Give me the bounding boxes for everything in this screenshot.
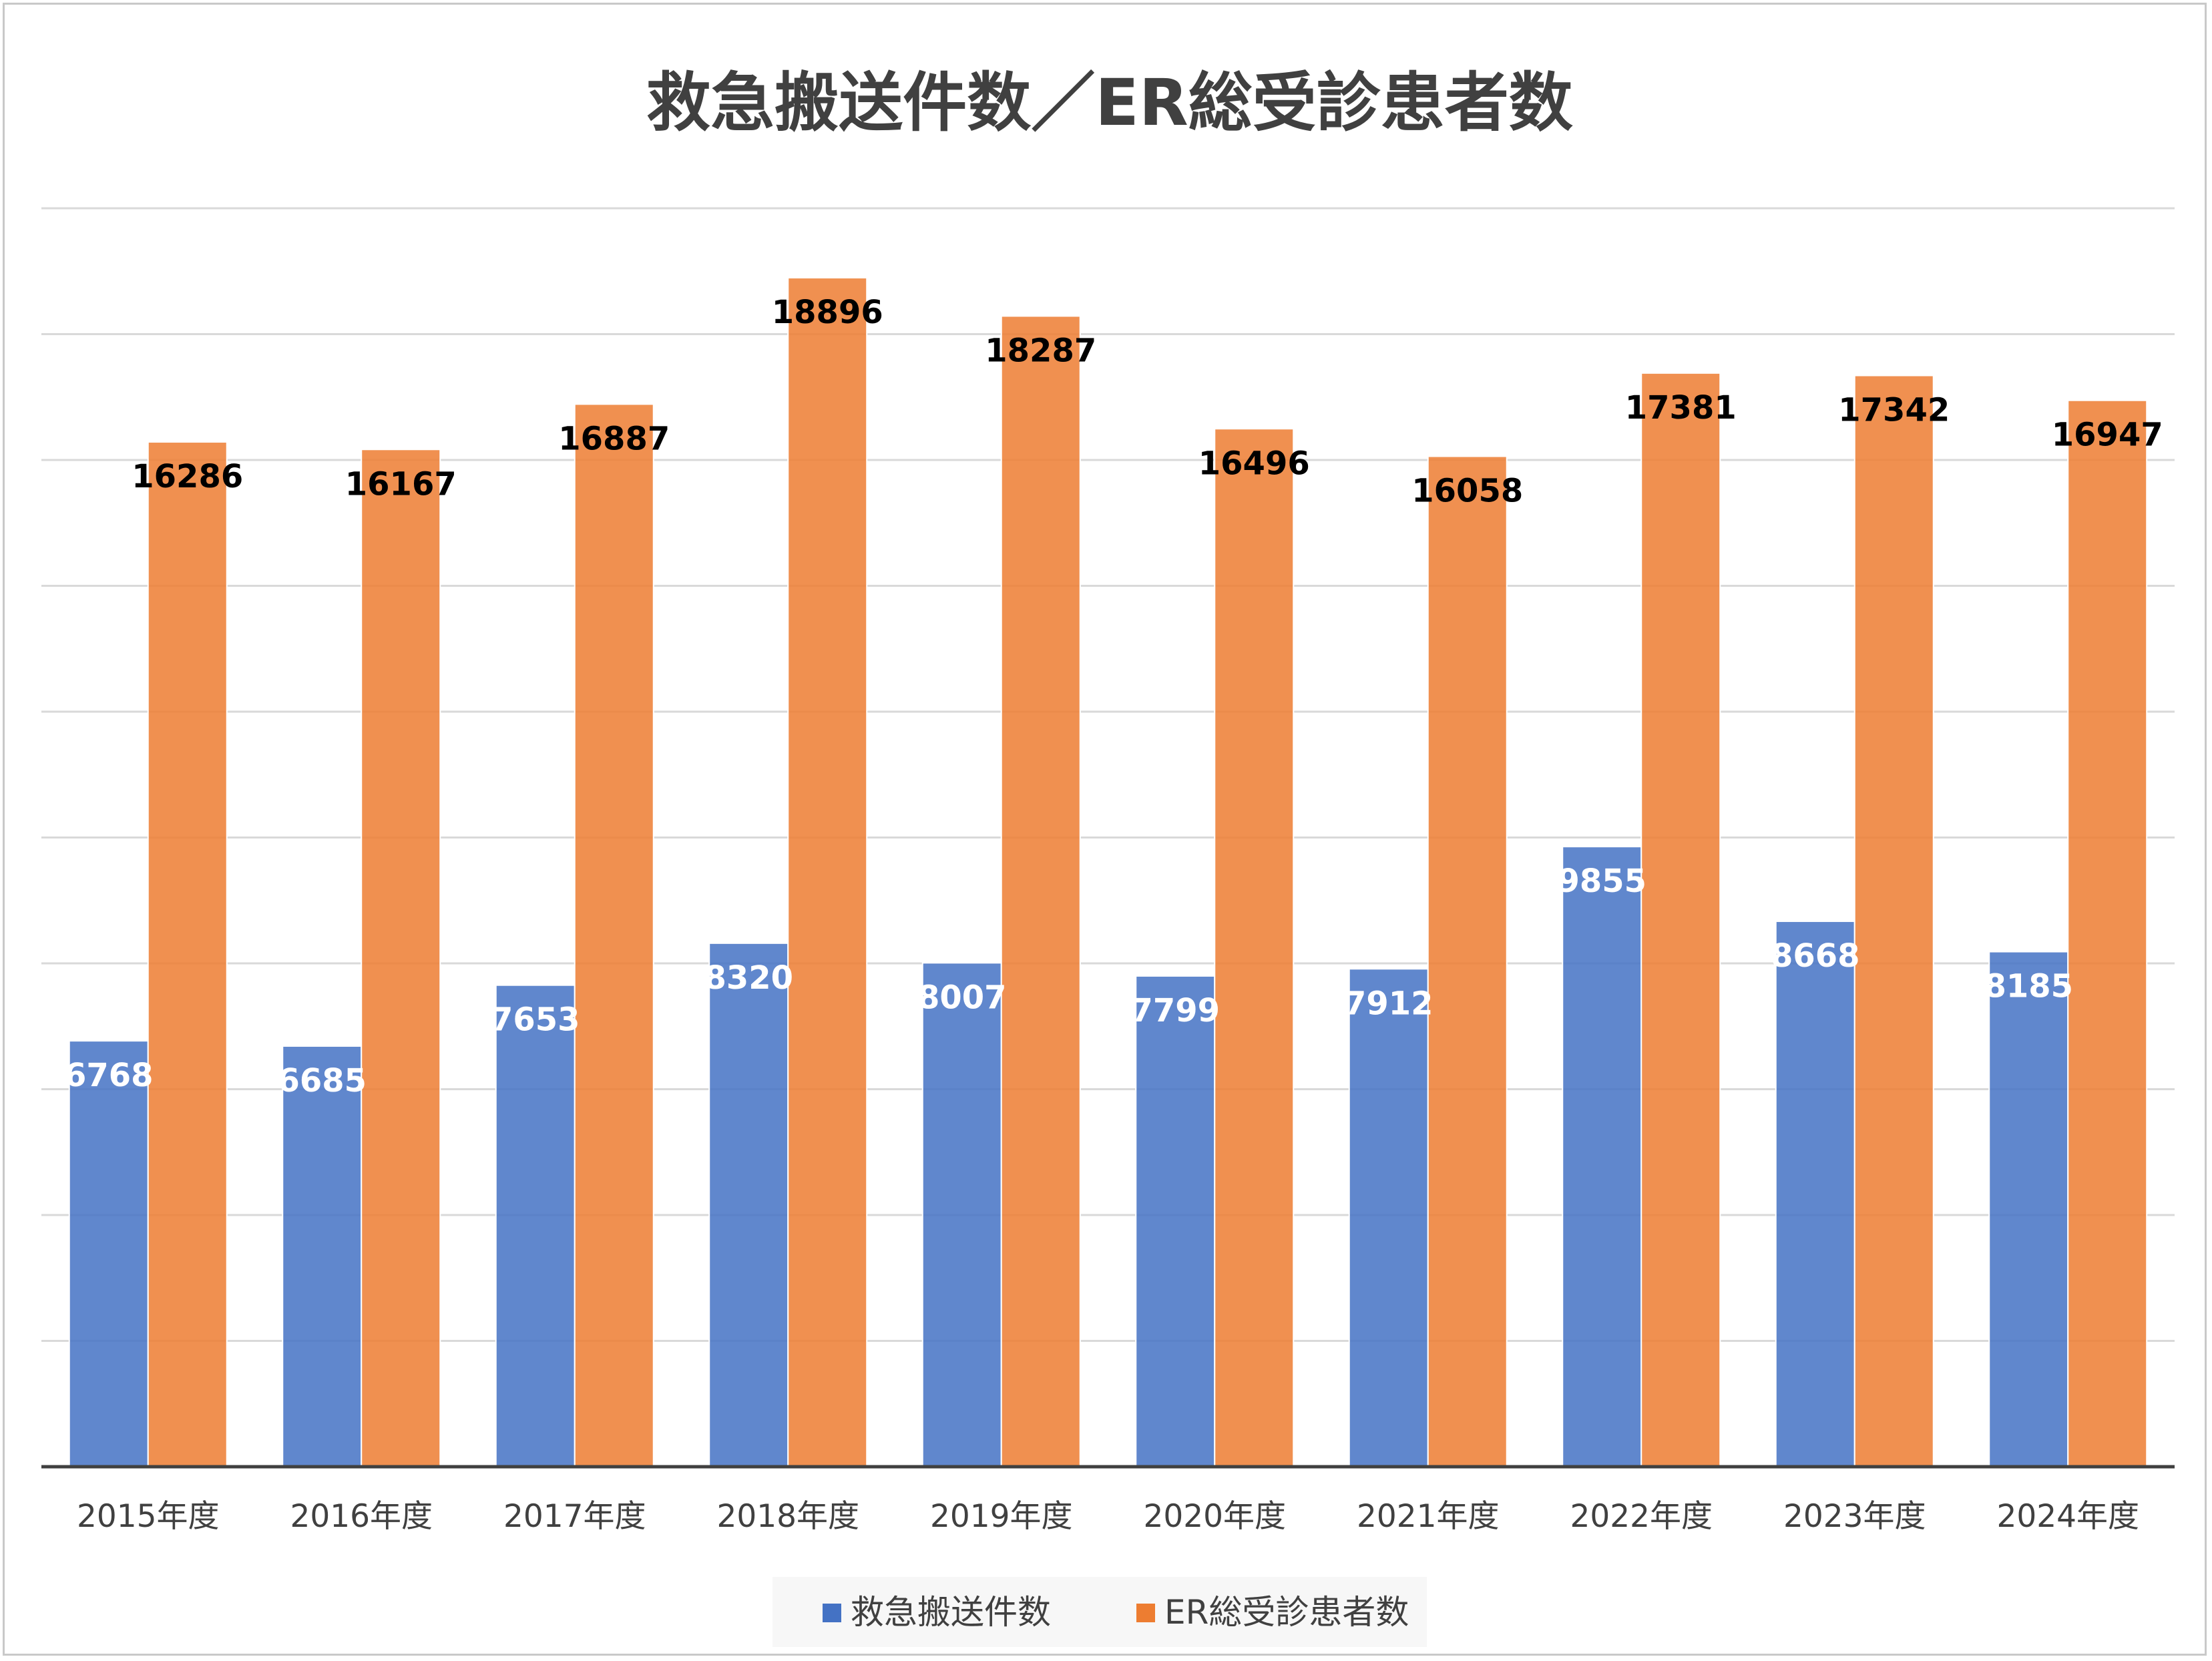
data-label-er-visits: 16286: [132, 458, 243, 495]
bar-er-visits: [1853, 375, 1934, 1467]
legend-label-transport: 救急搬送件数: [851, 1593, 1051, 1632]
bar-er-visits: [1000, 315, 1081, 1468]
data-label-transport: 8320: [704, 959, 793, 997]
x-tick-label: 2016年度: [290, 1498, 433, 1535]
x-tick-label: 2024年度: [1996, 1498, 2139, 1535]
x-axis-ticks: 2015年度 2016年度 2017年度 2018年度 2019年度 2020年度 2021…: [77, 1498, 2139, 1535]
bar-transport: [1988, 951, 2069, 1467]
data-label-transport: 7653: [491, 1001, 580, 1039]
x-tick-label: 2023年度: [1783, 1498, 1926, 1535]
data-label-transport: 7799: [1130, 992, 1220, 1029]
data-label-transport: 8007: [917, 979, 1007, 1016]
data-label-transport: 9855: [1557, 863, 1646, 900]
data-label-transport: 6768: [64, 1057, 154, 1094]
bar-er-visits: [1214, 428, 1295, 1468]
chart-frame: 救急搬送件数／ER総受診患者数 6768 16286 6685 16167 7653 16…: [3, 3, 2207, 1656]
data-label-transport: 8185: [1984, 968, 2073, 1005]
legend-label-er-visits: ER総受診患者数: [1164, 1593, 1409, 1632]
chart-title: 救急搬送件数／ER総受診患者数: [646, 65, 1573, 140]
x-tick-label: 2018年度: [716, 1498, 859, 1535]
x-tick-label: 2017年度: [503, 1498, 646, 1535]
x-tick-label: 2021年度: [1357, 1498, 1500, 1535]
bar-transport: [1135, 975, 1216, 1467]
x-tick-label: 2015年度: [77, 1498, 220, 1535]
data-label-transport: 7912: [1344, 985, 1433, 1022]
data-label-er-visits: 16887: [558, 420, 670, 457]
legend-background: [772, 1577, 1427, 1647]
bar-er-visits: [574, 403, 654, 1467]
data-label-transport: 6685: [277, 1062, 367, 1100]
bar-transport: [1562, 846, 1642, 1467]
bar-transport: [708, 942, 789, 1467]
bar-transport: [921, 962, 1002, 1467]
bar-er-visits: [361, 449, 441, 1467]
data-label-er-visits: 16167: [345, 465, 457, 503]
x-tick-label: 2020年度: [1143, 1498, 1286, 1535]
data-label-er-visits: 16496: [1198, 445, 1310, 482]
bar-er-visits: [1640, 372, 1721, 1468]
bar-transport: [495, 984, 576, 1467]
bar-transport: [282, 1045, 363, 1467]
legend-swatch-er-visits: [1136, 1604, 1155, 1622]
bar-er-visits: [787, 277, 868, 1467]
bars: [68, 277, 2148, 1468]
data-label-er-visits: 18896: [772, 294, 883, 331]
x-tick-label: 2019年度: [930, 1498, 1073, 1535]
x-tick-label: 2022年度: [1570, 1498, 1713, 1535]
data-labels: 6768 16286 6685 16167 7653 16887 8320 18896 8007…: [64, 294, 2163, 1100]
data-label-er-visits: 16058: [1411, 473, 1523, 510]
bar-er-visits: [2067, 399, 2148, 1467]
bar-transport: [1775, 921, 1855, 1467]
data-label-er-visits: 17381: [1625, 389, 1737, 427]
bar-transport: [68, 1040, 149, 1467]
data-label-transport: 8668: [1771, 937, 1860, 975]
legend-swatch-transport: [823, 1604, 841, 1622]
bar-er-visits: [1427, 455, 1508, 1468]
data-label-er-visits: 18287: [985, 332, 1096, 369]
data-label-er-visits: 17342: [1838, 392, 1950, 429]
bar-er-visits: [147, 441, 228, 1467]
legend: 救急搬送件数 ER総受診患者数: [772, 1577, 1427, 1647]
bar-transport: [1348, 968, 1429, 1467]
data-label-er-visits: 16947: [2052, 417, 2163, 454]
chart-svg: 救急搬送件数／ER総受診患者数 6768 16286 6685 16167 7653 16…: [41, 65, 2175, 1647]
